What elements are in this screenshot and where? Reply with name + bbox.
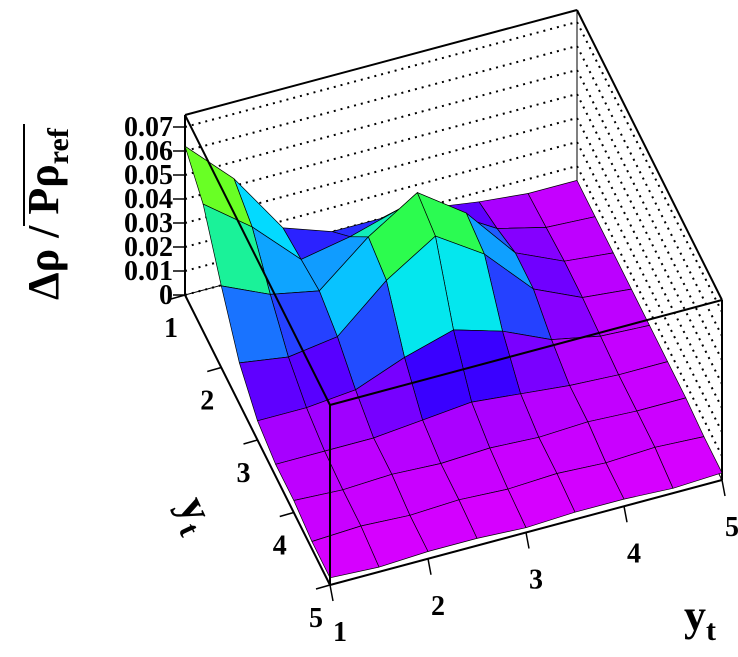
y-tick-label: 5 [309, 603, 323, 634]
y-tick [279, 511, 294, 518]
wall-edge [576, 9, 723, 301]
z-tick-label: 0.02 [124, 232, 173, 263]
z-tick-label: 0 [159, 280, 173, 311]
y-tick [243, 439, 258, 445]
y-tick-label: 2 [200, 386, 214, 417]
z-tick-label: 0.06 [124, 136, 173, 167]
x-tick-label: 2 [431, 591, 445, 622]
x-axis-title: yt [684, 591, 716, 647]
z-tick-label: 0.03 [124, 208, 173, 239]
z-title-main: Δρ / Pρ [19, 164, 68, 300]
y-tick-label: 4 [273, 531, 287, 562]
wall-edge [184, 9, 578, 116]
z-tick-label: 0.04 [124, 184, 173, 215]
x-tick-label: 4 [627, 538, 641, 569]
y-tick [170, 294, 186, 300]
y-axis-title: yt [163, 489, 227, 542]
y-tick [315, 584, 331, 590]
x-tick [525, 532, 530, 549]
surface-cell [311, 525, 380, 579]
x-tick-label: 1 [333, 617, 347, 648]
x-tick [329, 584, 334, 602]
z-axis-title: Δρ / Pρref [19, 127, 75, 300]
z-tick-label: 0.05 [124, 160, 173, 191]
z-tick-label: 0.01 [124, 256, 173, 287]
z-title-sub: ref [42, 127, 75, 164]
x-tick [427, 558, 432, 575]
x-tick [721, 479, 726, 497]
x-tick-label: 5 [725, 512, 738, 543]
y-tick [207, 366, 222, 373]
frame [170, 114, 726, 602]
y-tick-label: 3 [237, 458, 251, 489]
y-tick-label: 1 [164, 313, 178, 344]
surface [184, 145, 723, 579]
x-title-main: y [684, 591, 706, 640]
frame-edge [329, 299, 723, 406]
x-tick-label: 3 [529, 565, 543, 596]
z-tick-label: 0.07 [124, 112, 173, 143]
x-title-sub: t [706, 614, 716, 647]
frame-edge [184, 114, 331, 406]
x-tick [623, 506, 628, 523]
